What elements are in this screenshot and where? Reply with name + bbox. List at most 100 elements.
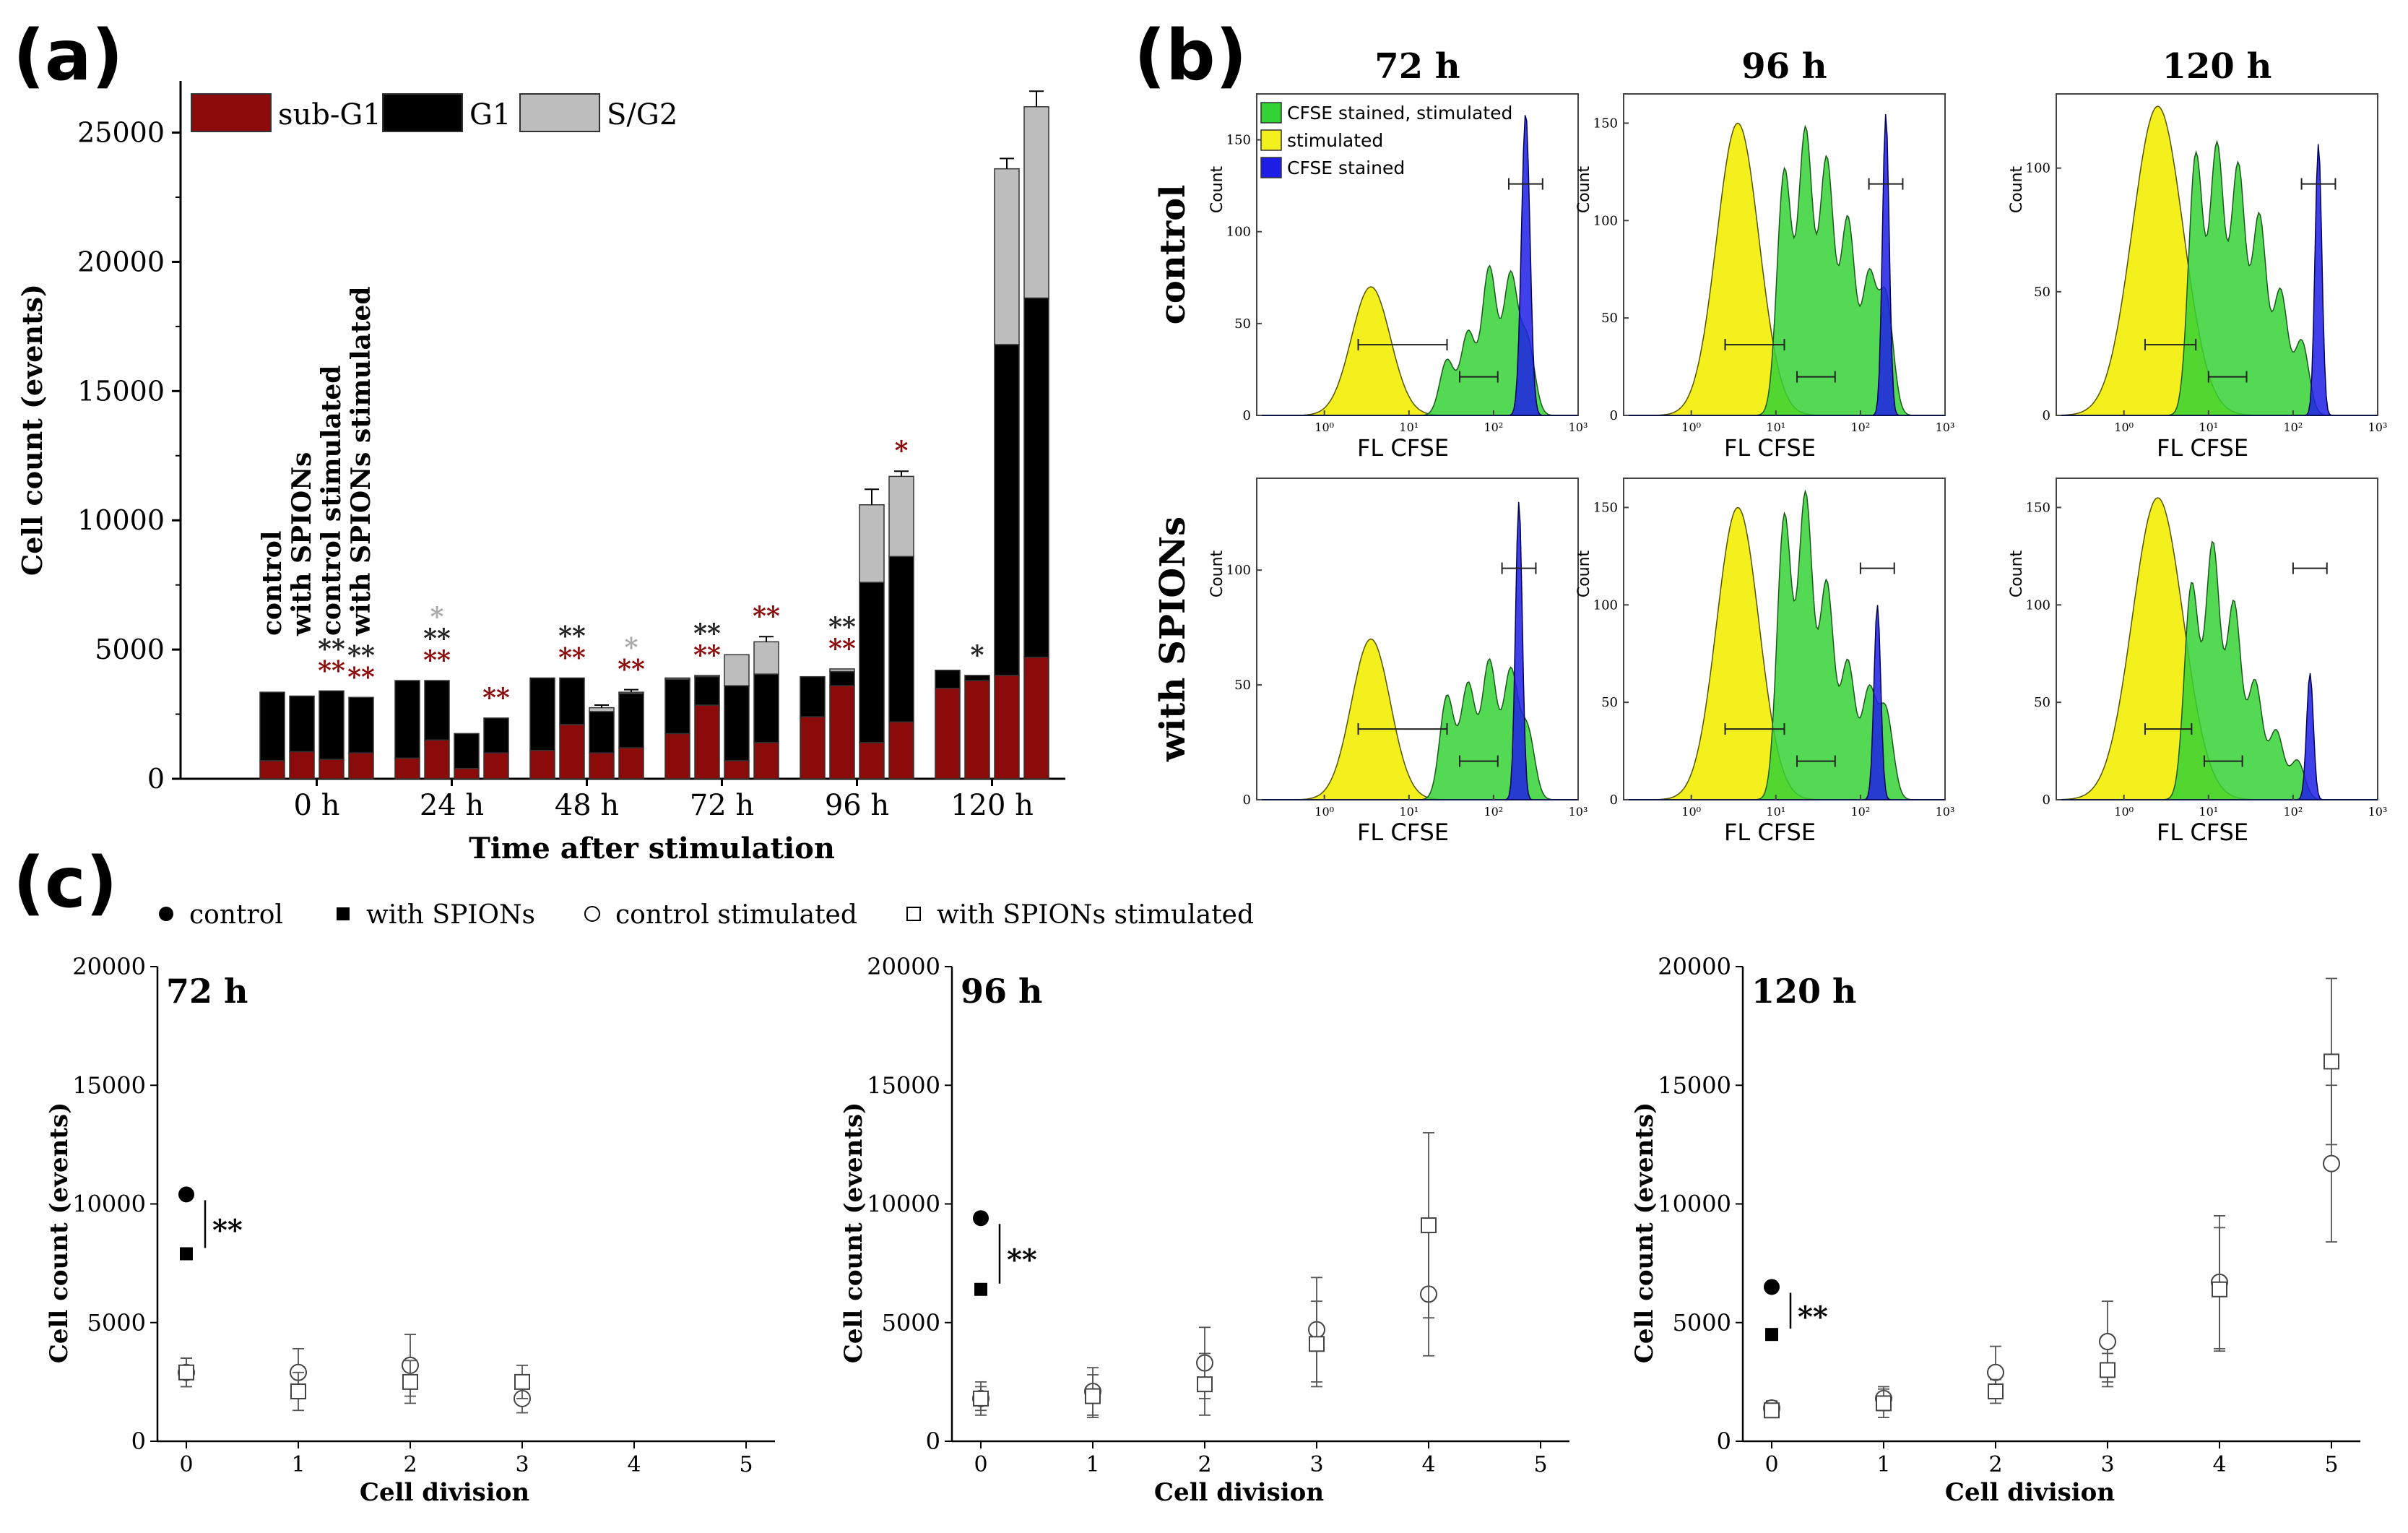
scatter-panel-title: 120 h xyxy=(1751,972,1856,1011)
scatter-panel: 0 5000 10000 15000 20000 0 1 2 3 4 5 Cell division C… xyxy=(45,953,775,1507)
legend-marker-spions xyxy=(337,907,350,920)
histogram-y-tick-label: 150 xyxy=(1593,116,1618,131)
y-tick-label: 0 xyxy=(131,1428,146,1455)
cfse-stained-histogram xyxy=(1624,605,1945,800)
bar-sub-g1-segment xyxy=(664,733,690,780)
y-axis-label: Cell count (events) xyxy=(16,284,48,576)
y-axis-label: Cell count (events) xyxy=(45,1102,74,1363)
significance-marker: ** xyxy=(828,612,856,642)
histogram-column-title: 96 h xyxy=(1741,46,1827,87)
panel-b-histograms: 72 h 96 h 120 h control with SPIONs 0 50 100 150… xyxy=(1153,46,2387,846)
histogram-x-tick-label: 10³ xyxy=(1936,420,1955,434)
histogram-x-tick-label: 10¹ xyxy=(2199,420,2218,434)
point-spions-stimulated xyxy=(1876,1395,1892,1412)
y-axis-label: Cell count (events) xyxy=(839,1102,868,1363)
bar-sub-g1-segment xyxy=(454,767,480,780)
bar-g1-segment xyxy=(964,675,990,681)
histogram-y-tick-label: 150 xyxy=(2026,500,2050,515)
bar-sub-g1-segment xyxy=(424,739,450,780)
x-tick-label: 120 h xyxy=(950,789,1034,822)
histogram-x-tick-label: 10² xyxy=(1484,805,1504,819)
bar-sg2-segment xyxy=(888,475,914,558)
histogram-legend-label: stimulated xyxy=(1287,130,1383,151)
bar-sub-g1-segment xyxy=(529,749,555,780)
x-tick-label: 24 h xyxy=(420,789,484,822)
histogram-y-tick-label: 100 xyxy=(1593,597,1618,613)
x-tick-label: 1 xyxy=(1086,1452,1099,1477)
legend-swatch xyxy=(382,93,463,132)
bar-g1-segment xyxy=(800,675,826,717)
significance-marker: ** xyxy=(318,634,345,664)
histogram-x-label: FL CFSE xyxy=(1357,819,1449,846)
point-spions-stimulated xyxy=(1197,1376,1213,1393)
point-spions-stimulated xyxy=(2212,1281,2227,1297)
histogram-y-tick-label: 100 xyxy=(1593,213,1618,228)
bar-sg2-segment xyxy=(694,675,720,678)
bar-sub-g1-segment xyxy=(289,751,315,780)
cfse-stained-histogram xyxy=(2056,673,2378,800)
histogram-x-tick-label: 10² xyxy=(1484,420,1504,434)
histogram-y-tick-label: 50 xyxy=(1601,695,1618,710)
bar-category-label: control xyxy=(257,531,287,636)
point-control-stimulated xyxy=(2323,1154,2340,1173)
histogram-panel: 0 50 100 150 Count 10⁰ 10¹ 10² 10³ FL CFSE xyxy=(1575,478,1954,846)
histogram-y-tick-label: 50 xyxy=(1234,316,1251,332)
point-control xyxy=(973,1210,989,1227)
histogram-x-tick-label: 10⁰ xyxy=(1315,420,1334,434)
bar-sub-g1-segment xyxy=(589,752,615,780)
y-tick-label: 20000 xyxy=(77,246,165,277)
histogram-x-tick-label: 10¹ xyxy=(1399,805,1419,819)
legend-label: S/G2 xyxy=(607,98,677,131)
panel-c-scatter: control with SPIONs control stimulated with… xyxy=(45,900,2360,1507)
histogram-x-tick-label: 10⁰ xyxy=(2114,420,2134,434)
histogram-y-tick-label: 0 xyxy=(1243,793,1251,808)
bar-sub-g1-segment xyxy=(694,704,720,780)
bar-g1-segment xyxy=(589,711,615,753)
cfse-stained-histogram xyxy=(1624,114,1945,416)
bar-sg2-segment xyxy=(589,707,615,712)
histogram-x-tick-label: 10⁰ xyxy=(2114,805,2134,819)
histogram-column-title: 72 h xyxy=(1374,46,1460,87)
significance-marker: ** xyxy=(693,640,721,670)
point-spions-stimulated xyxy=(1421,1217,1437,1234)
bar-g1-segment xyxy=(319,690,345,760)
histogram-y-label: Count xyxy=(1575,550,1593,597)
significance-marker: ** xyxy=(558,621,586,651)
x-tick-label: 1 xyxy=(1876,1452,1890,1477)
legend-swatch xyxy=(191,93,272,132)
bar-sub-g1-segment xyxy=(483,752,509,780)
y-tick-label: 25000 xyxy=(77,117,165,149)
x-tick-label: 2 xyxy=(1197,1452,1211,1477)
scatter-panel: 0 5000 10000 15000 20000 0 1 2 3 4 5 Cell division C… xyxy=(1630,953,2360,1507)
x-axis-label: Time after stimulation xyxy=(469,832,835,865)
bar-g1-segment xyxy=(994,344,1020,676)
legend-swatch xyxy=(519,93,600,132)
histogram-y-tick-label: 100 xyxy=(1226,225,1251,240)
histogram-y-tick-label: 50 xyxy=(1601,311,1618,326)
histogram-x-tick-label: 10² xyxy=(1851,420,1871,434)
x-tick-label: 1 xyxy=(291,1452,305,1477)
panel-label-b: (b) xyxy=(1134,15,1247,96)
histogram-x-tick-label: 10⁰ xyxy=(1681,805,1701,819)
histogram-x-tick-label: 10¹ xyxy=(2199,805,2218,819)
cfse-stained-histogram xyxy=(1257,115,1578,416)
histogram-y-label: Count xyxy=(1208,550,1226,597)
bar-sub-g1-segment xyxy=(935,688,961,780)
bar-g1-segment xyxy=(559,677,585,725)
histogram-y-tick-label: 50 xyxy=(1234,678,1251,693)
x-axis-label: Cell division xyxy=(1945,1478,2115,1507)
bar-category-label: with SPIONs stimulated xyxy=(346,286,376,636)
x-tick-label: 4 xyxy=(1421,1452,1435,1477)
histogram-x-tick-label: 10¹ xyxy=(1766,420,1785,434)
bar-sub-g1-segment xyxy=(800,716,826,780)
x-tick-label: 4 xyxy=(627,1452,641,1477)
y-axis-label: Cell count (events) xyxy=(1630,1102,1659,1363)
significance-marker: ** xyxy=(618,655,645,685)
bar-g1-segment xyxy=(424,680,450,741)
legend-marker-control-stimulated xyxy=(584,906,600,922)
histogram-y-label: Count xyxy=(1208,165,1226,213)
x-tick-label: 3 xyxy=(1309,1452,1323,1477)
x-tick-label: 0 xyxy=(974,1452,987,1477)
bar-g1-segment xyxy=(348,696,374,753)
